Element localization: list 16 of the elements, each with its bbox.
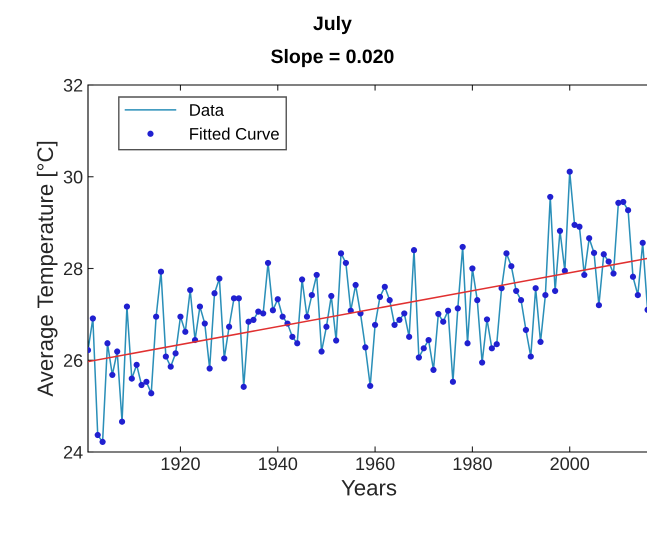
legend-label: Data xyxy=(190,104,224,116)
x-tick-label: 2000 xyxy=(550,457,590,470)
x-tick-label: 1960 xyxy=(356,457,394,470)
y-tick-label: 30 xyxy=(64,170,82,184)
y-axis-title: Average Temperature [°C] xyxy=(36,142,58,397)
x-axis-title: Years xyxy=(341,480,396,496)
y-tick-label: 26 xyxy=(64,354,82,367)
x-tick-label: 1980 xyxy=(454,457,492,470)
y-tick-label: 24 xyxy=(64,446,83,459)
chart-subtitle: Slope = 0.020 xyxy=(271,48,394,68)
chart-title: July xyxy=(313,16,352,34)
y-tick-label: 28 xyxy=(64,262,82,276)
legend-label: Fitted Curve xyxy=(190,128,279,140)
x-tick-label: 1920 xyxy=(162,457,200,470)
y-tick-label: 32 xyxy=(64,78,82,92)
x-tick-label: 1940 xyxy=(259,457,298,470)
